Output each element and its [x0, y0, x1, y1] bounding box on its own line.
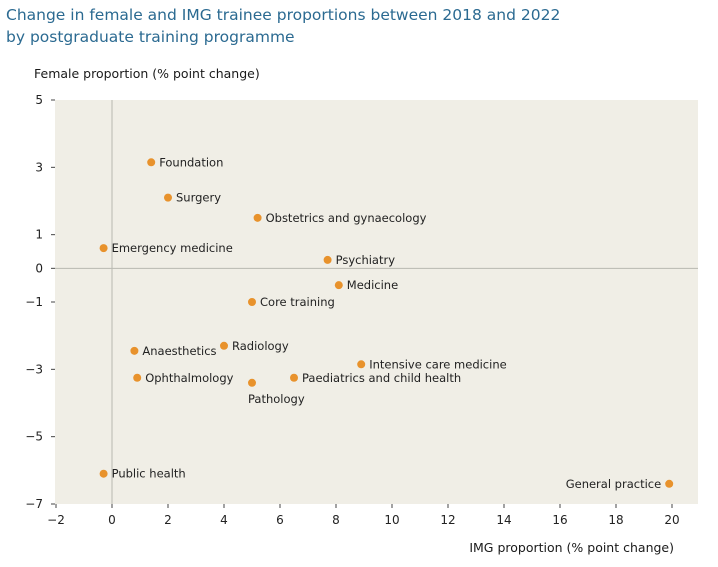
point-intensive-care-medicine: [357, 360, 366, 369]
chart-title-line-2: by postgraduate training programme: [6, 28, 295, 46]
point-label-obstetrics-and-gynaecology: Obstetrics and gynaecology: [266, 211, 427, 225]
point-label-public-health: Public health: [112, 467, 186, 481]
x-tick-label: 2: [164, 513, 172, 527]
point-medicine: [334, 281, 343, 290]
x-axis-label: IMG proportion (% point change): [469, 540, 674, 555]
point-obstetrics-and-gynaecology: [253, 213, 262, 222]
chart-title-line-1: Change in female and IMG trainee proport…: [6, 6, 561, 24]
x-tick-label: 6: [276, 513, 284, 527]
y-tick-label: 3: [35, 160, 43, 174]
point-label-core-training: Core training: [260, 295, 335, 309]
point-radiology: [220, 341, 228, 350]
point-anaesthetics: [130, 346, 139, 355]
x-tick-label: 4: [220, 513, 228, 527]
y-tick-label: −3: [25, 362, 43, 376]
point-label-foundation: Foundation: [159, 155, 223, 169]
point-general-practice: [665, 479, 674, 488]
point-label-surgery: Surgery: [176, 191, 221, 205]
x-tick-label: 10: [384, 513, 399, 527]
y-tick-label: 1: [35, 228, 43, 242]
point-label-radiology: Radiology: [232, 339, 289, 353]
x-tick-label: 16: [552, 513, 567, 527]
x-tick-label: 12: [440, 513, 455, 527]
x-tick-label: 18: [608, 513, 623, 527]
reference-lines: [55, 100, 698, 504]
point-label-general-practice: General practice: [566, 477, 661, 491]
point-label-psychiatry: Psychiatry: [336, 253, 396, 267]
y-axis-label: Female proportion (% point change): [34, 66, 260, 81]
point-label-medicine: Medicine: [347, 278, 398, 292]
x-tick-label: 0: [108, 513, 116, 527]
point-label-anaesthetics: Anaesthetics: [142, 344, 216, 358]
data-points: Foundation Surgery Obstetrics and gynaecol…: [99, 155, 674, 491]
x-tick-label: −2: [47, 513, 65, 527]
y-tick-label: −7: [25, 497, 43, 511]
point-foundation: [147, 158, 156, 167]
y-tick-label: −1: [25, 295, 43, 309]
point-label-intensive-care-medicine: Intensive care medicine: [369, 357, 507, 371]
point-label-paediatrics-and-child-health: Paediatrics and child health: [302, 371, 461, 385]
point-public-health: [99, 469, 108, 478]
y-tick-label: −5: [25, 430, 43, 444]
point-ophthalmology: [133, 373, 142, 382]
x-tick-label: 14: [496, 513, 511, 527]
point-surgery: [164, 193, 172, 202]
point-pathology: [248, 378, 256, 387]
chart-title: Change in female and IMG trainee proport…: [6, 4, 560, 48]
x-tick-label: 20: [664, 513, 679, 527]
point-paediatrics-and-child-health: [290, 373, 298, 382]
point-core-training: [248, 298, 256, 306]
x-tick-label: 8: [332, 513, 340, 527]
y-tick-label: 5: [35, 93, 43, 107]
point-label-ophthalmology: Ophthalmology: [145, 371, 233, 385]
point-label-pathology: Pathology: [248, 392, 305, 406]
plot-area: [55, 100, 698, 504]
point-emergency-medicine: [99, 244, 108, 253]
y-tick-label: 0: [35, 261, 43, 275]
point-psychiatry: [323, 255, 332, 264]
point-label-emergency-medicine: Emergency medicine: [112, 241, 233, 255]
